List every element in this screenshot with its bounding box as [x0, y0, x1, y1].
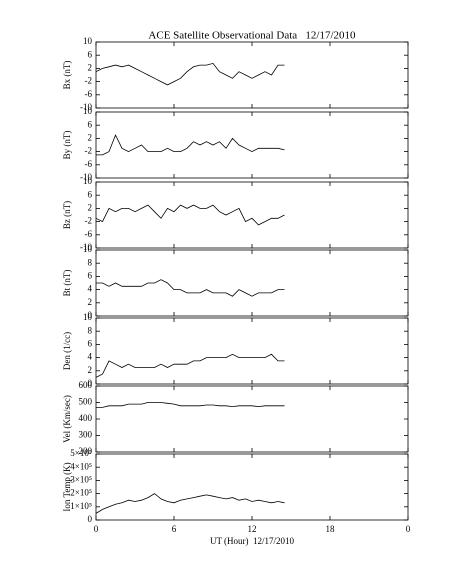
- y-tick-label: 2: [88, 365, 93, 375]
- y-tick-label: 6: [88, 119, 93, 129]
- data-line: [96, 134, 285, 156]
- data-line: [95, 204, 285, 226]
- y-tick-label: 2: [88, 62, 93, 72]
- y-tick-label: 0: [88, 310, 93, 320]
- y-tick-label: 2: [88, 297, 93, 307]
- panel-frame: [95, 249, 409, 317]
- y-axis-label: Vel (Km/sec): [62, 395, 72, 443]
- y-tick-label: 600: [79, 380, 93, 390]
- y-tick-label: 200: [79, 446, 93, 456]
- y-axis-label: Bt (nT): [62, 270, 72, 297]
- y-tick-label: 3×10⁵: [70, 474, 92, 484]
- x-tick-label: 12: [248, 524, 257, 534]
- y-tick-label: -2: [85, 146, 93, 156]
- y-axis-label: Ion Temp (K): [62, 462, 72, 511]
- y-tick-label: 6: [88, 189, 93, 199]
- data-line: [95, 353, 285, 378]
- panel-frame: [95, 317, 409, 385]
- y-tick-label: 2: [88, 132, 93, 142]
- x-tick-label: 0: [406, 524, 411, 534]
- chart-title: ACE Satellite Observational Data 12/17/2…: [148, 30, 356, 42]
- y-tick-label: 0: [88, 378, 93, 388]
- y-tick-label: 10: [83, 312, 93, 322]
- y-axis-label: Bx (nT): [62, 61, 72, 90]
- y-tick-label: 6: [88, 338, 93, 348]
- y-tick-label: 4: [88, 352, 93, 362]
- data-line: [95, 493, 285, 514]
- y-tick-label: 2: [88, 202, 93, 212]
- y-tick-label: 0: [88, 514, 93, 524]
- y-tick-label: 300: [79, 430, 93, 440]
- x-tick-label: 0: [94, 524, 99, 534]
- y-tick-label: 10: [83, 176, 93, 186]
- y-tick-label: 10: [83, 106, 93, 116]
- x-axis-label: UT (Hour) 12/17/2010: [210, 536, 295, 546]
- data-line: [95, 62, 285, 86]
- panel-frame: [95, 111, 409, 179]
- panel-frame: [95, 41, 409, 109]
- y-tick-label: -10: [80, 172, 92, 182]
- y-axis-label: Den (1/cc): [62, 332, 72, 370]
- panel-frame: [95, 453, 409, 521]
- y-tick-label: 6: [88, 49, 93, 59]
- y-tick-label: -2: [85, 216, 93, 226]
- y-tick-label: 500: [79, 397, 93, 407]
- data-line: [96, 402, 285, 408]
- y-tick-label: 5×10⁵: [70, 448, 92, 458]
- y-tick-label: 8: [88, 257, 93, 267]
- y-tick-label: -6: [85, 159, 93, 169]
- y-tick-label: 8: [88, 325, 93, 335]
- panel-frame: [95, 385, 409, 453]
- data-line: [96, 279, 285, 297]
- y-tick-label: -10: [80, 102, 92, 112]
- y-tick-label: -2: [85, 76, 93, 86]
- y-tick-label: -6: [85, 229, 93, 239]
- y-tick-label: 4: [88, 284, 93, 294]
- y-tick-label: -10: [80, 242, 92, 252]
- x-tick-label: 6: [172, 524, 177, 534]
- y-tick-label: 1×10⁵: [70, 501, 92, 511]
- y-tick-label: 10: [83, 244, 93, 254]
- y-tick-label: 10: [83, 36, 93, 46]
- y-tick-label: 400: [79, 413, 93, 423]
- y-tick-label: 6: [88, 270, 93, 280]
- y-tick-label: 4×10⁵: [70, 461, 92, 471]
- y-axis-label: By (nT): [62, 131, 72, 160]
- panel-frame: [95, 181, 409, 249]
- y-tick-label: 2×10⁵: [70, 488, 92, 498]
- y-tick-label: -6: [85, 89, 93, 99]
- y-axis-label: Bz (nT): [62, 201, 72, 229]
- x-tick-label: 18: [326, 524, 336, 534]
